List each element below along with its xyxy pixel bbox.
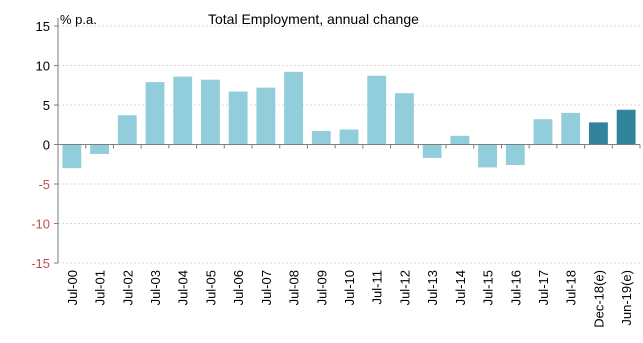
- x-tick-label: Jul-02: [120, 270, 135, 305]
- bar-jul-13: [422, 144, 442, 158]
- y-tick-label: -10: [31, 217, 50, 232]
- bar-jul-17: [533, 119, 553, 145]
- x-tick-label: Jul-04: [176, 270, 191, 305]
- y-tick-label: 5: [43, 98, 50, 113]
- x-tick-label: Jul-08: [287, 270, 302, 305]
- bar-jul-14: [450, 135, 470, 145]
- bar-jul-03: [145, 82, 165, 145]
- bar-jul-11: [367, 75, 387, 145]
- bar-jul-07: [256, 87, 276, 145]
- bar-jul-06: [228, 91, 248, 145]
- bar-jul-09: [311, 131, 331, 145]
- bars: [62, 71, 636, 169]
- bar-jul-01: [90, 144, 109, 154]
- y-axis-unit-label: % p.a.: [60, 12, 97, 27]
- x-tick-label: Jul-00: [65, 270, 80, 305]
- x-tick-label: Jul-07: [259, 270, 274, 305]
- x-tick-label: Jul-13: [425, 270, 440, 305]
- x-tick-label: Jul-09: [314, 270, 329, 305]
- bar-jun-19-e: [616, 109, 636, 145]
- x-tick-label: Jul-03: [148, 270, 163, 305]
- x-tick-label: Jul-18: [564, 270, 579, 305]
- x-tick-label: Dec-18(e): [591, 270, 606, 328]
- x-tick-label: Jul-14: [453, 270, 468, 305]
- x-tick-label: Jul-11: [370, 270, 385, 304]
- y-tick-label: 0: [43, 138, 50, 153]
- y-tick-labels: 15 10 5 0 -5 -10 -15: [31, 19, 50, 271]
- axes: [54, 18, 641, 264]
- bar-jul-10: [339, 129, 359, 145]
- x-tick-label: Jul-16: [508, 270, 523, 305]
- y-tick-label: 10: [36, 59, 50, 74]
- bar-jul-15: [478, 144, 497, 168]
- x-tick-label: Jul-12: [397, 270, 412, 305]
- y-tick-label: -5: [38, 177, 50, 192]
- y-tick-label: 15: [36, 19, 50, 34]
- bar-jul-08: [284, 71, 303, 145]
- bar-jul-18: [561, 112, 581, 145]
- chart-title: Total Employment, annual change: [208, 11, 419, 27]
- x-tick-labels: Jul-00 Jul-01 Jul-02 Jul-03 Jul-04 Jul-05 Jul-…: [65, 270, 634, 328]
- bar-jul-04: [173, 76, 193, 145]
- x-tick-label: Jun-19(e): [619, 270, 634, 326]
- x-tick-label: Jul-06: [231, 270, 246, 305]
- bar-jul-16: [505, 144, 525, 166]
- gridlines: [58, 25, 640, 264]
- x-tick-label: Jul-05: [203, 270, 218, 305]
- bar-jul-02: [117, 115, 137, 145]
- bar-jul-12: [395, 93, 414, 145]
- x-tick-label: Jul-10: [342, 270, 357, 305]
- y-tick-label: -15: [31, 256, 50, 271]
- bar-jul-00: [62, 144, 82, 169]
- x-tick-label: Jul-15: [481, 270, 496, 305]
- x-tick-label: Jul-01: [93, 270, 108, 305]
- bar-jul-05: [201, 79, 220, 145]
- x-tick-label: Jul-17: [536, 270, 551, 305]
- bar-dec-18-e: [589, 122, 608, 145]
